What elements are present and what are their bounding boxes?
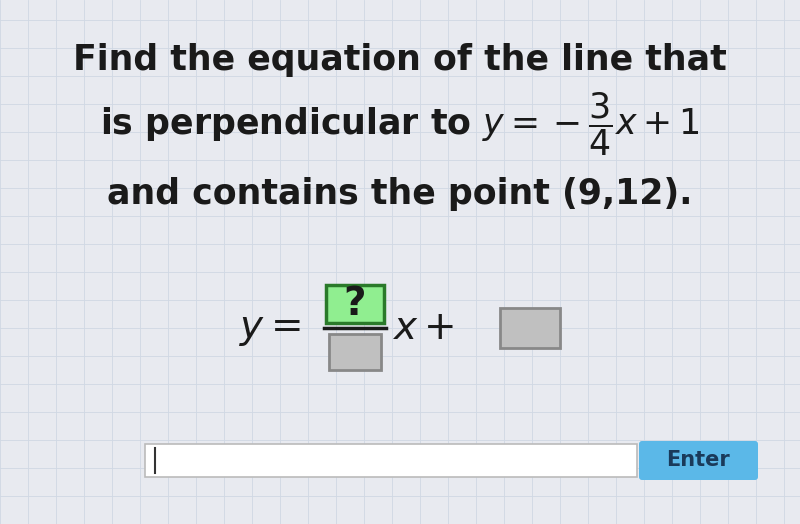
- Text: $x +$: $x +$: [392, 309, 454, 347]
- FancyBboxPatch shape: [145, 444, 637, 477]
- Text: is perpendicular to $y = -\dfrac{3}{4}x + 1$: is perpendicular to $y = -\dfrac{3}{4}x …: [100, 90, 700, 158]
- Text: ?: ?: [344, 285, 366, 323]
- Text: and contains the point (9,12).: and contains the point (9,12).: [107, 177, 693, 211]
- FancyBboxPatch shape: [326, 285, 384, 323]
- Text: Enter: Enter: [666, 451, 730, 471]
- FancyBboxPatch shape: [500, 308, 560, 348]
- FancyBboxPatch shape: [329, 334, 381, 370]
- Text: $y =$: $y =$: [239, 310, 301, 348]
- Text: Find the equation of the line that: Find the equation of the line that: [73, 43, 727, 77]
- FancyBboxPatch shape: [639, 441, 758, 480]
